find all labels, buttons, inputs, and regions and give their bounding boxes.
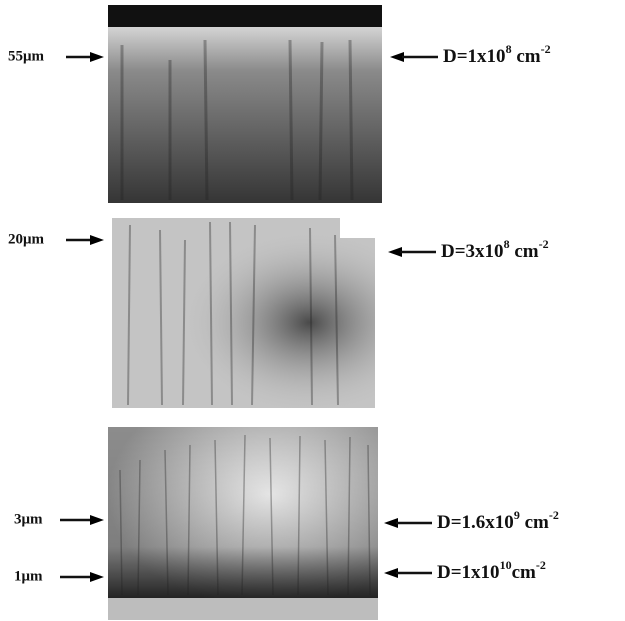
superscript: -2: [539, 237, 549, 251]
micrograph-3: [108, 427, 378, 620]
density-label: D=3x108 cm-2: [441, 237, 549, 263]
arrow-head: [90, 235, 104, 245]
depth-label: 1μm: [14, 568, 43, 584]
text: D=3x10: [441, 241, 504, 262]
text: D=1.6x10: [437, 512, 514, 533]
density-label: D=1x1010cm-2: [437, 558, 546, 584]
depth-label: 3μm: [14, 511, 43, 527]
superscript: -2: [536, 558, 546, 572]
arrow-head: [384, 518, 398, 528]
arrow-head: [390, 52, 404, 62]
superscript: -2: [549, 508, 559, 522]
figure: 55μm 20μm 3μm 1μm D=1x108 cm-2 D=3x108 c…: [0, 0, 625, 621]
text: D=1x10: [443, 46, 506, 67]
depth-label: 20μm: [8, 231, 45, 247]
arrow-head: [384, 568, 398, 578]
density-label: D=1.6x109 cm-2: [437, 508, 559, 534]
arrow-head: [388, 247, 402, 257]
text: D=1x10: [437, 562, 500, 583]
arrow-head: [90, 52, 104, 62]
arrow-head: [90, 572, 104, 582]
text: cm: [512, 562, 536, 583]
micrograph-1: [108, 5, 382, 203]
text: cm: [512, 46, 541, 67]
micrograph-2: [112, 218, 375, 408]
text: cm: [510, 241, 539, 262]
text: cm: [520, 512, 549, 533]
superscript: -2: [541, 42, 551, 56]
depth-label: 55μm: [8, 48, 45, 64]
superscript: 10: [500, 558, 512, 572]
arrow-head: [90, 515, 104, 525]
density-label: D=1x108 cm-2: [443, 42, 551, 68]
